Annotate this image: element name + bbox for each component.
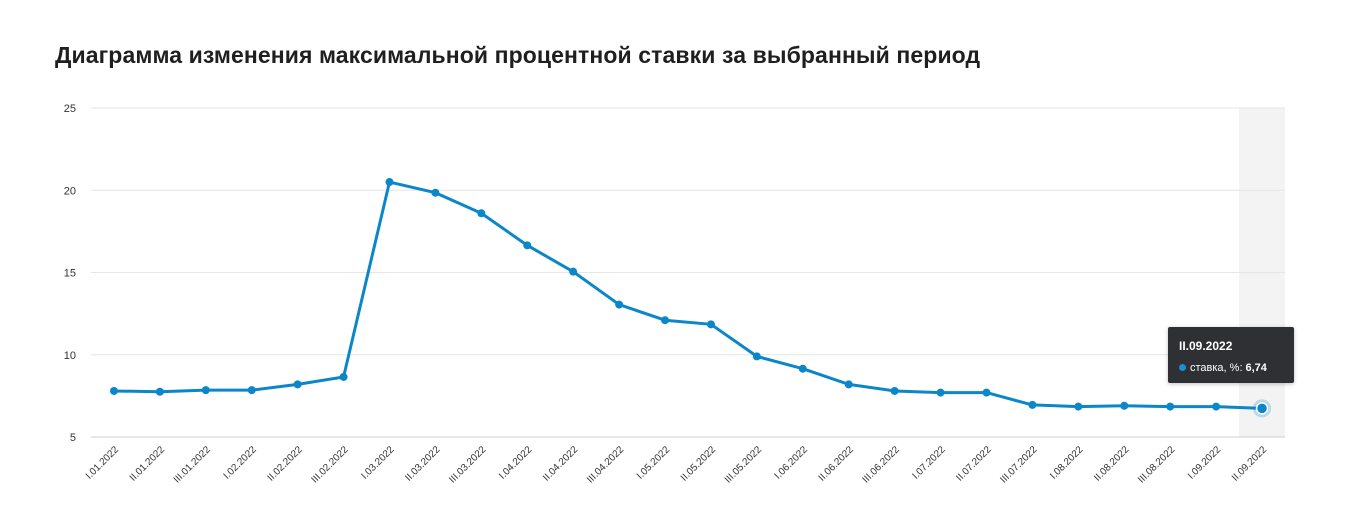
series-line-path	[112, 180, 1264, 410]
data-point[interactable]	[982, 388, 991, 397]
x-tick-label: II.09.2022	[1230, 444, 1270, 484]
data-point[interactable]	[661, 316, 670, 325]
data-point[interactable]	[569, 267, 578, 276]
x-tick-label: II.05.2022	[679, 444, 719, 484]
chart-title: Диаграмма изменения максимальной процент…	[55, 42, 981, 68]
x-tick-label: II.04.2022	[541, 444, 581, 484]
data-point[interactable]	[477, 209, 486, 218]
data-point[interactable]	[936, 388, 945, 397]
data-point[interactable]	[201, 386, 210, 395]
data-point[interactable]	[523, 241, 532, 250]
x-tick-label: I.08.2022	[1048, 444, 1086, 482]
data-point[interactable]	[1166, 402, 1175, 411]
y-tick-label: 15	[64, 268, 76, 280]
data-point[interactable]	[109, 386, 118, 395]
x-axis-ticks: I.01.2022 II.01.2022 III.01.2022 I.02.2022 I…	[84, 444, 1270, 486]
x-tick-label: I.06.2022	[773, 444, 811, 482]
data-point[interactable]	[615, 300, 624, 309]
tooltip-title: II.09.2022	[1179, 339, 1233, 353]
data-point-highlighted[interactable]	[1255, 402, 1269, 415]
x-tick-label: III.04.2022	[585, 444, 627, 486]
series-points	[109, 178, 1272, 418]
data-point[interactable]	[706, 320, 715, 329]
x-tick-label: II.01.2022	[128, 444, 168, 484]
data-point[interactable]	[752, 352, 761, 361]
data-point[interactable]	[1120, 401, 1129, 410]
y-tick-label: 20	[64, 185, 76, 197]
data-point[interactable]	[339, 372, 348, 381]
x-tick-label: I.09.2022	[1186, 444, 1224, 482]
data-point[interactable]	[890, 386, 899, 395]
data-point[interactable]	[1074, 402, 1083, 411]
y-tick-label: 25	[64, 103, 76, 115]
x-tick-label: III.01.2022	[172, 444, 214, 486]
x-tick-label: I.02.2022	[222, 444, 260, 482]
x-tick-label: III.06.2022	[861, 444, 903, 486]
data-point[interactable]	[1028, 400, 1037, 409]
x-tick-label: I.05.2022	[635, 444, 673, 482]
x-tick-label: III.07.2022	[998, 444, 1040, 486]
data-point[interactable]	[155, 387, 164, 396]
data-point[interactable]	[1212, 402, 1221, 411]
x-tick-label: II.08.2022	[1092, 444, 1132, 484]
tooltip: II.09.2022 ставка, %: 6,74	[1168, 327, 1294, 383]
gridlines	[91, 107, 1285, 438]
series-dot-icon	[1179, 364, 1186, 371]
data-point[interactable]	[385, 178, 394, 187]
y-tick-label: 10	[64, 350, 76, 362]
x-tick-label: II.03.2022	[403, 444, 443, 484]
x-tick-label: I.04.2022	[497, 444, 535, 482]
y-axis-ticks: 5 10 15 20 25	[64, 103, 76, 444]
x-tick-label: II.07.2022	[954, 444, 994, 484]
x-tick-label: III.08.2022	[1136, 444, 1178, 486]
x-tick-label: I.07.2022	[910, 444, 948, 482]
data-point[interactable]	[293, 380, 302, 389]
x-tick-label: II.02.2022	[266, 444, 306, 484]
x-tick-label: III.03.2022	[447, 444, 489, 486]
y-tick-label: 5	[70, 432, 76, 444]
data-point[interactable]	[798, 364, 807, 373]
tooltip-series-label: ставка, %:	[1190, 362, 1243, 374]
data-point[interactable]	[431, 188, 440, 197]
x-tick-label: I.03.2022	[359, 444, 397, 482]
x-tick-label: III.02.2022	[309, 444, 351, 486]
x-tick-label: III.05.2022	[723, 444, 765, 486]
tooltip-row: ставка, %: 6,74	[1179, 362, 1267, 374]
series-line	[112, 180, 1264, 410]
data-point[interactable]	[247, 386, 256, 395]
x-tick-label: I.01.2022	[84, 444, 122, 482]
data-point[interactable]	[844, 380, 853, 389]
tooltip-value: 6,74	[1245, 362, 1267, 374]
x-tick-label: II.06.2022	[817, 444, 857, 484]
